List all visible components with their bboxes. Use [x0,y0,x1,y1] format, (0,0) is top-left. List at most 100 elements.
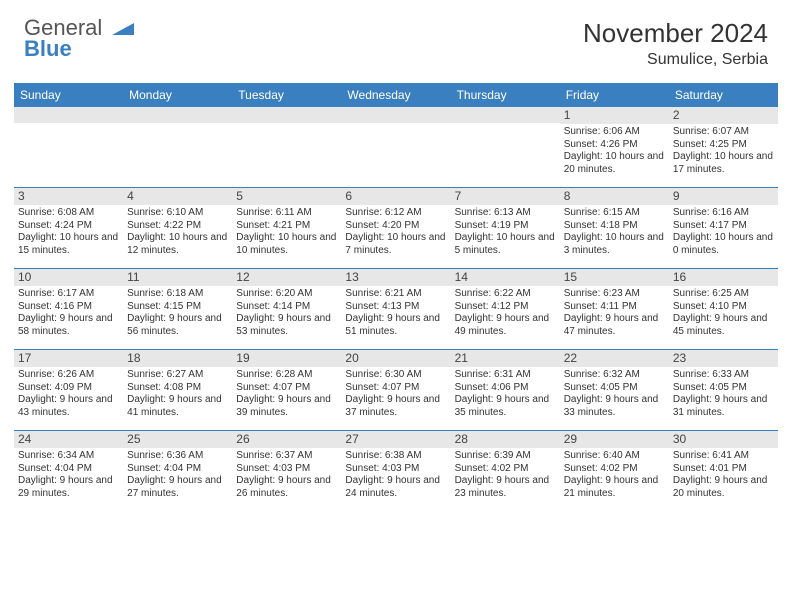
calendar-day-cell: 17Sunrise: 6:26 AMSunset: 4:09 PMDayligh… [14,350,123,430]
day-number: 28 [451,431,560,448]
sunset-line: Sunset: 4:02 PM [455,463,556,476]
calendar-day-header-row: SundayMondayTuesdayWednesdayThursdayFrid… [14,83,778,107]
calendar-week-row: 10Sunrise: 6:17 AMSunset: 4:16 PMDayligh… [14,268,778,349]
day-number: 8 [560,188,669,205]
sunrise-line: Sunrise: 6:27 AM [127,369,228,382]
sunrise-line: Sunrise: 6:23 AM [564,288,665,301]
calendar-day-cell [341,107,450,187]
daylight-line: Daylight: 9 hours and 20 minutes. [673,475,774,500]
daylight-line: Daylight: 9 hours and 35 minutes. [455,394,556,419]
page-header: General Blue November 2024 Sumulice, Ser… [0,0,792,77]
sunset-line: Sunset: 4:26 PM [564,139,665,152]
sunset-line: Sunset: 4:04 PM [18,463,119,476]
day-number [123,107,232,123]
calendar-day-header: Friday [560,83,669,107]
sunrise-line: Sunrise: 6:38 AM [345,450,446,463]
daylight-line: Daylight: 10 hours and 0 minutes. [673,232,774,257]
sunrise-line: Sunrise: 6:41 AM [673,450,774,463]
calendar-day-cell: 12Sunrise: 6:20 AMSunset: 4:14 PMDayligh… [232,269,341,349]
calendar-body: 1Sunrise: 6:06 AMSunset: 4:26 PMDaylight… [14,107,778,511]
calendar-week-row: 17Sunrise: 6:26 AMSunset: 4:09 PMDayligh… [14,349,778,430]
sunset-line: Sunset: 4:14 PM [236,301,337,314]
calendar-day-cell: 5Sunrise: 6:11 AMSunset: 4:21 PMDaylight… [232,188,341,268]
sunset-line: Sunset: 4:15 PM [127,301,228,314]
day-number [341,107,450,123]
daylight-line: Daylight: 9 hours and 23 minutes. [455,475,556,500]
daylight-line: Daylight: 9 hours and 56 minutes. [127,313,228,338]
sunrise-line: Sunrise: 6:28 AM [236,369,337,382]
day-number: 6 [341,188,450,205]
day-number: 19 [232,350,341,367]
sunset-line: Sunset: 4:19 PM [455,220,556,233]
sunrise-line: Sunrise: 6:20 AM [236,288,337,301]
sunset-line: Sunset: 4:10 PM [673,301,774,314]
day-number: 26 [232,431,341,448]
sunset-line: Sunset: 4:17 PM [673,220,774,233]
daylight-line: Daylight: 9 hours and 39 minutes. [236,394,337,419]
sunset-line: Sunset: 4:03 PM [236,463,337,476]
daylight-line: Daylight: 9 hours and 26 minutes. [236,475,337,500]
daylight-line: Daylight: 9 hours and 21 minutes. [564,475,665,500]
daylight-line: Daylight: 10 hours and 17 minutes. [673,151,774,176]
location-subtitle: Sumulice, Serbia [583,51,768,69]
day-number: 1 [560,107,669,124]
calendar-week-row: 3Sunrise: 6:08 AMSunset: 4:24 PMDaylight… [14,187,778,268]
calendar-day-cell: 1Sunrise: 6:06 AMSunset: 4:26 PMDaylight… [560,107,669,187]
day-number: 20 [341,350,450,367]
calendar-day-cell: 27Sunrise: 6:38 AMSunset: 4:03 PMDayligh… [341,431,450,511]
sunrise-line: Sunrise: 6:33 AM [673,369,774,382]
daylight-line: Daylight: 9 hours and 58 minutes. [18,313,119,338]
daylight-line: Daylight: 9 hours and 27 minutes. [127,475,228,500]
sunrise-line: Sunrise: 6:39 AM [455,450,556,463]
day-number: 16 [669,269,778,286]
daylight-line: Daylight: 10 hours and 3 minutes. [564,232,665,257]
brand-text: General Blue [24,18,134,60]
sunset-line: Sunset: 4:07 PM [345,382,446,395]
day-number: 22 [560,350,669,367]
sunset-line: Sunset: 4:18 PM [564,220,665,233]
calendar-day-cell: 10Sunrise: 6:17 AMSunset: 4:16 PMDayligh… [14,269,123,349]
sunset-line: Sunset: 4:05 PM [564,382,665,395]
sunset-line: Sunset: 4:05 PM [673,382,774,395]
daylight-line: Daylight: 9 hours and 45 minutes. [673,313,774,338]
title-block: November 2024 Sumulice, Serbia [583,18,768,69]
sunrise-line: Sunrise: 6:31 AM [455,369,556,382]
sunset-line: Sunset: 4:01 PM [673,463,774,476]
sunrise-line: Sunrise: 6:17 AM [18,288,119,301]
calendar-day-header: Monday [123,83,232,107]
calendar-day-cell: 16Sunrise: 6:25 AMSunset: 4:10 PMDayligh… [669,269,778,349]
sunset-line: Sunset: 4:07 PM [236,382,337,395]
day-number: 14 [451,269,560,286]
sunset-line: Sunset: 4:13 PM [345,301,446,314]
day-number: 10 [14,269,123,286]
calendar-day-cell: 8Sunrise: 6:15 AMSunset: 4:18 PMDaylight… [560,188,669,268]
sunrise-line: Sunrise: 6:37 AM [236,450,337,463]
calendar-day-cell: 29Sunrise: 6:40 AMSunset: 4:02 PMDayligh… [560,431,669,511]
calendar-day-cell: 15Sunrise: 6:23 AMSunset: 4:11 PMDayligh… [560,269,669,349]
calendar-day-cell [232,107,341,187]
calendar-day-header: Thursday [451,83,560,107]
sunset-line: Sunset: 4:20 PM [345,220,446,233]
daylight-line: Daylight: 9 hours and 43 minutes. [18,394,119,419]
daylight-line: Daylight: 9 hours and 29 minutes. [18,475,119,500]
sunset-line: Sunset: 4:04 PM [127,463,228,476]
sunset-line: Sunset: 4:08 PM [127,382,228,395]
sunrise-line: Sunrise: 6:30 AM [345,369,446,382]
sunset-line: Sunset: 4:22 PM [127,220,228,233]
sunrise-line: Sunrise: 6:18 AM [127,288,228,301]
calendar-day-cell [123,107,232,187]
sunrise-line: Sunrise: 6:21 AM [345,288,446,301]
brand-triangle-icon [112,15,134,40]
calendar-day-header: Tuesday [232,83,341,107]
calendar-day-cell: 18Sunrise: 6:27 AMSunset: 4:08 PMDayligh… [123,350,232,430]
calendar-day-cell: 21Sunrise: 6:31 AMSunset: 4:06 PMDayligh… [451,350,560,430]
daylight-line: Daylight: 9 hours and 31 minutes. [673,394,774,419]
sunrise-line: Sunrise: 6:32 AM [564,369,665,382]
day-number: 7 [451,188,560,205]
day-number: 15 [560,269,669,286]
day-number: 29 [560,431,669,448]
sunrise-line: Sunrise: 6:22 AM [455,288,556,301]
calendar-day-cell: 14Sunrise: 6:22 AMSunset: 4:12 PMDayligh… [451,269,560,349]
daylight-line: Daylight: 10 hours and 5 minutes. [455,232,556,257]
calendar-day-cell: 7Sunrise: 6:13 AMSunset: 4:19 PMDaylight… [451,188,560,268]
